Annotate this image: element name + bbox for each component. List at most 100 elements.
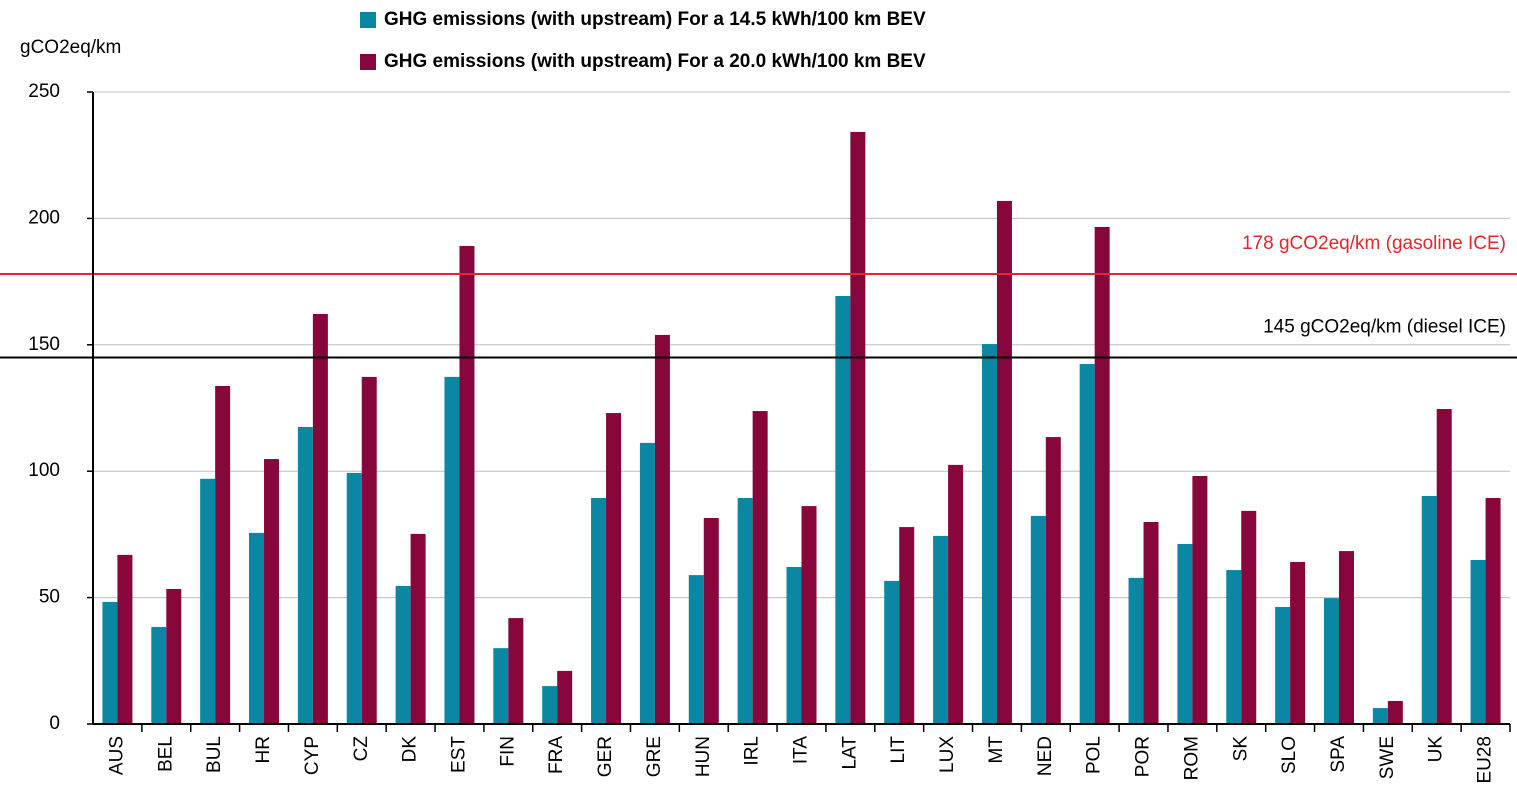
x-tick-label: GRE — [644, 736, 665, 777]
bar — [1192, 476, 1208, 724]
x-tick-label: AUS — [106, 736, 127, 775]
x-tick-label: BUL — [204, 736, 225, 773]
bar — [1030, 515, 1046, 724]
bar — [312, 313, 328, 724]
legend-swatch — [360, 54, 376, 70]
x-tick-label: SK — [1230, 736, 1251, 762]
bar — [654, 334, 670, 724]
x-tick-label: HUN — [693, 736, 714, 777]
x-tick-label: IRL — [742, 736, 763, 766]
bar — [703, 517, 719, 724]
bar — [1323, 598, 1339, 724]
bar — [410, 533, 426, 724]
bar — [1143, 522, 1159, 724]
legend-swatch — [360, 12, 376, 28]
bar — [395, 585, 411, 724]
x-tick-label: BEL — [155, 736, 176, 772]
y-tick-label: 250 — [28, 81, 60, 102]
bar — [264, 459, 280, 724]
bar — [1470, 559, 1486, 724]
x-tick-label: ITA — [791, 736, 812, 764]
bar — [557, 670, 573, 724]
y-tick-label: 150 — [28, 334, 60, 355]
x-tick-label: SPA — [1328, 736, 1349, 773]
x-tick-label: LIT — [888, 736, 909, 764]
bar — [996, 200, 1012, 725]
bar — [346, 472, 362, 724]
reference-label: 145 gCO2eq/km (diesel ICE) — [1263, 316, 1506, 337]
bar — [542, 686, 558, 724]
bar — [1421, 495, 1437, 724]
x-tick-label: GER — [595, 736, 616, 777]
y-axis-label: gCO2eq/km — [20, 37, 121, 58]
bar — [786, 567, 802, 724]
bar — [1485, 497, 1501, 724]
bar — [1226, 570, 1242, 724]
x-tick-label: SLO — [1279, 736, 1300, 774]
bar — [459, 245, 475, 724]
y-tick-label: 200 — [28, 207, 60, 228]
x-tick-label: CZ — [351, 736, 372, 762]
x-tick-label: DK — [400, 736, 421, 763]
bar — [249, 532, 265, 724]
bar — [835, 296, 851, 724]
bar — [166, 589, 182, 724]
bar — [591, 497, 607, 724]
bar — [102, 601, 118, 724]
bar — [688, 575, 704, 724]
x-tick-label: LUX — [937, 736, 958, 773]
bar — [1241, 510, 1257, 724]
bar — [1094, 226, 1110, 725]
bar — [801, 506, 817, 724]
bar — [850, 131, 866, 725]
x-tick-label: LAT — [839, 736, 860, 770]
bar — [200, 478, 216, 724]
reference-label: 178 gCO2eq/km (gasoline ICE) — [1242, 233, 1506, 254]
bar — [1436, 409, 1452, 724]
y-tick-label: 100 — [28, 460, 60, 481]
bar — [1372, 708, 1388, 724]
bar — [948, 464, 964, 724]
bar — [297, 426, 313, 724]
x-tick-label: ROM — [1181, 736, 1202, 780]
bar — [981, 344, 997, 724]
x-tick-label: NED — [1035, 736, 1056, 776]
bar — [1079, 364, 1095, 724]
bar — [899, 527, 915, 724]
bar — [361, 376, 377, 724]
bar — [1290, 561, 1306, 724]
bar — [933, 535, 949, 724]
bar — [884, 580, 900, 724]
bar — [215, 386, 231, 724]
bar — [1387, 700, 1403, 724]
x-tick-label: POL — [1084, 736, 1105, 774]
bar — [752, 411, 768, 724]
x-tick-label: EU28 — [1475, 736, 1496, 784]
x-tick-label: FIN — [497, 736, 518, 767]
x-tick-label: MT — [986, 736, 1007, 764]
bar — [737, 497, 753, 724]
y-tick-label: 0 — [49, 713, 60, 734]
bar — [151, 626, 167, 724]
x-tick-label: UK — [1426, 736, 1447, 763]
bar — [444, 376, 460, 724]
bar — [1275, 606, 1291, 724]
x-tick-label: SWE — [1377, 736, 1398, 779]
legend-text: GHG emissions (with upstream) For a 20.0… — [384, 51, 926, 72]
x-tick-label: EST — [448, 736, 469, 773]
y-tick-label: 50 — [39, 587, 60, 608]
bar — [1045, 437, 1061, 724]
bar — [1128, 577, 1144, 724]
legend-text: GHG emissions (with upstream) For a 14.5… — [384, 9, 926, 30]
x-tick-label: FRA — [546, 736, 567, 774]
bar — [1338, 551, 1354, 724]
x-tick-label: POR — [1133, 736, 1154, 777]
bar — [639, 442, 655, 724]
bar — [508, 618, 524, 724]
x-tick-label: HR — [253, 736, 274, 763]
bar — [117, 554, 133, 724]
bar — [606, 413, 622, 724]
bar — [493, 648, 509, 724]
bar — [1177, 544, 1193, 724]
